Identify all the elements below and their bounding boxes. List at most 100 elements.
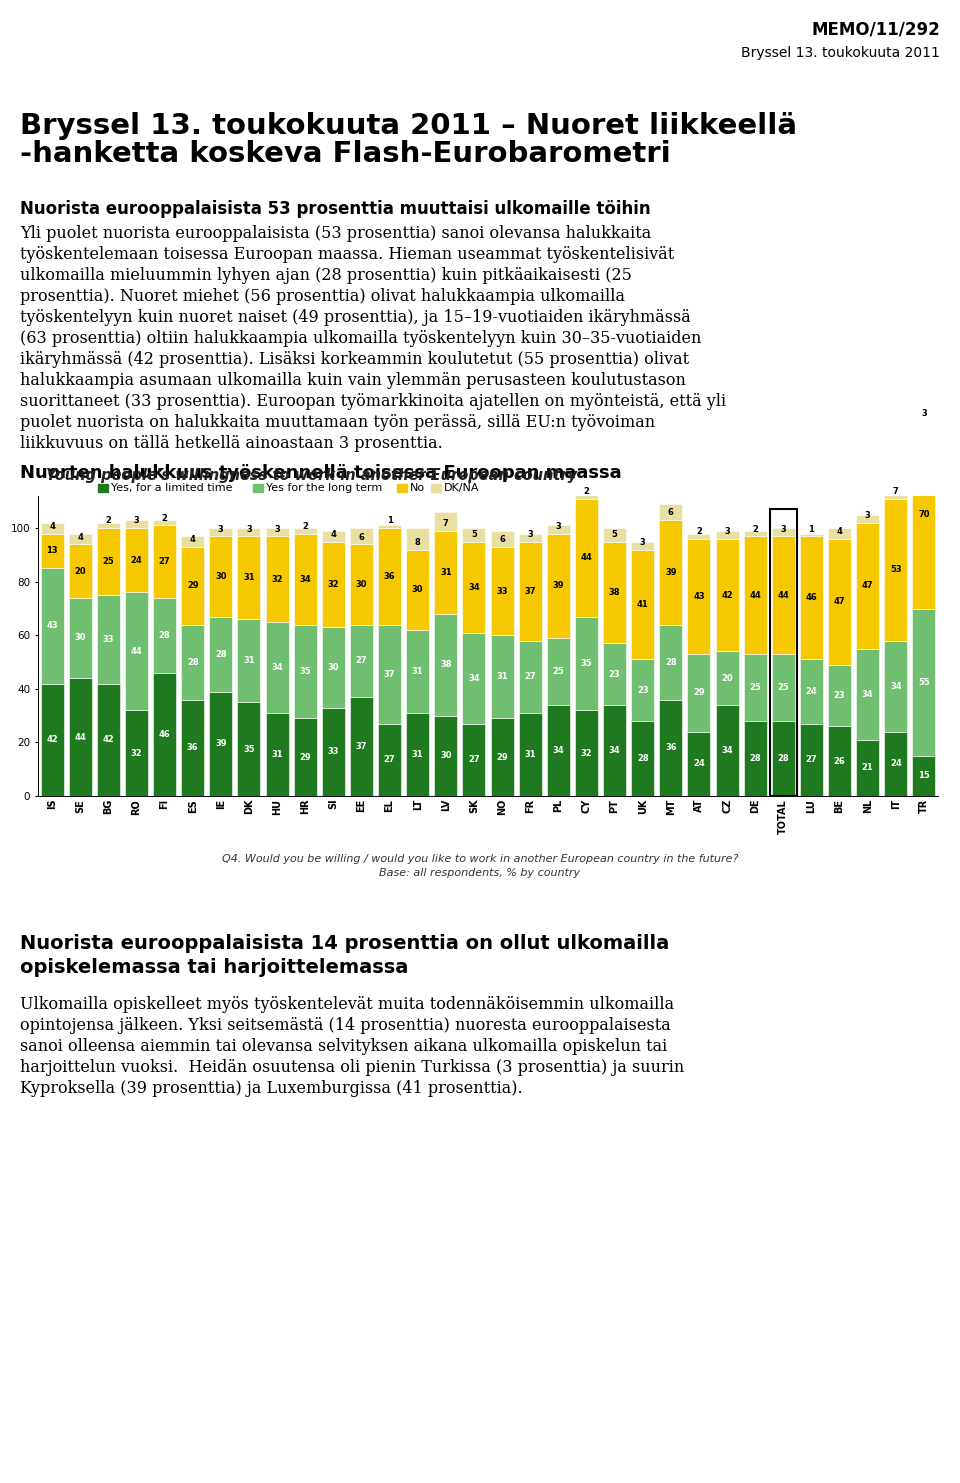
Bar xyxy=(491,718,514,796)
Text: 25: 25 xyxy=(750,684,761,693)
Text: 35: 35 xyxy=(581,658,592,667)
Text: 3: 3 xyxy=(275,525,280,534)
Text: 34: 34 xyxy=(468,583,480,592)
Text: sanoi olleensa aiemmin tai olevansa selvityksen aikana ulkomailla opiskelun tai: sanoi olleensa aiemmin tai olevansa selv… xyxy=(20,1038,667,1054)
Text: 39: 39 xyxy=(665,568,677,577)
Text: 24: 24 xyxy=(805,687,817,696)
Bar xyxy=(631,721,654,796)
Bar xyxy=(547,704,570,796)
Text: 28: 28 xyxy=(665,657,677,666)
Text: 29: 29 xyxy=(187,581,199,590)
Bar xyxy=(715,531,738,538)
Text: 30: 30 xyxy=(327,663,339,672)
Text: 44: 44 xyxy=(750,590,761,599)
Text: 30: 30 xyxy=(215,572,227,581)
Bar xyxy=(828,538,852,664)
Text: 44: 44 xyxy=(74,733,86,742)
Text: 3: 3 xyxy=(921,409,926,418)
Text: 35: 35 xyxy=(300,667,311,676)
Text: Ulkomailla opiskelleet myös työskentelevät muita todennäköisemmin ulkomailla: Ulkomailla opiskelleet myös työskentelev… xyxy=(20,997,674,1013)
Text: 44: 44 xyxy=(131,647,142,655)
Text: 3: 3 xyxy=(639,538,645,547)
Bar xyxy=(294,718,317,796)
Text: 55: 55 xyxy=(918,678,930,687)
Bar xyxy=(518,641,541,713)
Bar xyxy=(631,541,654,550)
Bar xyxy=(253,483,263,492)
Bar xyxy=(397,483,407,492)
Bar xyxy=(349,528,373,544)
Text: Bryssel 13. toukokuuta 2011: Bryssel 13. toukokuuta 2011 xyxy=(741,46,940,59)
Bar xyxy=(603,528,626,541)
Bar xyxy=(687,654,710,731)
Text: 34: 34 xyxy=(862,690,874,698)
Text: 39: 39 xyxy=(553,581,564,590)
Bar xyxy=(97,684,120,796)
Bar xyxy=(715,538,738,651)
Bar xyxy=(744,531,767,537)
Text: 33: 33 xyxy=(496,587,508,596)
Text: 27: 27 xyxy=(384,755,396,764)
Bar xyxy=(69,534,92,544)
Text: 28: 28 xyxy=(750,753,761,762)
Text: 28: 28 xyxy=(158,630,170,639)
Text: suorittaneet (33 prosenttia). Euroopan työmarkkinoita ajatellen on myönteistä, e: suorittaneet (33 prosenttia). Euroopan t… xyxy=(20,393,726,409)
Text: Kyproksella (39 prosenttia) ja Luxemburgissa (41 prosenttia).: Kyproksella (39 prosenttia) ja Luxemburg… xyxy=(20,1080,522,1097)
Text: 6: 6 xyxy=(499,535,505,544)
Text: liikkuvuus on tällä hetkellä ainoastaan 3 prosenttia.: liikkuvuus on tällä hetkellä ainoastaan … xyxy=(20,435,443,452)
Bar xyxy=(40,684,63,796)
Bar xyxy=(518,713,541,796)
Text: 27: 27 xyxy=(468,755,480,764)
Text: 6: 6 xyxy=(358,532,365,541)
Bar xyxy=(181,547,204,624)
Text: 1: 1 xyxy=(387,516,393,525)
Text: 27: 27 xyxy=(524,672,536,681)
Bar xyxy=(209,691,232,796)
Bar xyxy=(97,528,120,595)
Bar xyxy=(912,412,935,421)
Bar xyxy=(491,531,514,547)
Bar xyxy=(237,703,260,796)
Text: 47: 47 xyxy=(862,581,874,590)
Bar xyxy=(884,731,907,796)
Text: 28: 28 xyxy=(778,753,789,762)
Text: 6: 6 xyxy=(668,509,674,518)
Text: 31: 31 xyxy=(412,667,423,676)
Text: 3: 3 xyxy=(133,516,139,525)
Bar xyxy=(294,624,317,718)
Bar xyxy=(431,483,441,492)
Text: työskentelyyn kuin nuoret naiset (49 prosenttia), ja 15–19-vuotiaiden ikäryhmäss: työskentelyyn kuin nuoret naiset (49 pro… xyxy=(20,308,691,326)
Text: 15: 15 xyxy=(918,771,930,780)
Text: 29: 29 xyxy=(300,753,311,762)
Bar xyxy=(687,538,710,654)
Text: 29: 29 xyxy=(693,688,705,697)
Bar xyxy=(406,528,429,550)
Text: 36: 36 xyxy=(665,743,677,752)
Bar xyxy=(800,660,823,724)
Bar xyxy=(744,537,767,654)
Text: (63 prosenttia) oltiin halukkaampia ulkomailla työskentelyyn kuin 30–35-vuotiaid: (63 prosenttia) oltiin halukkaampia ulko… xyxy=(20,331,702,347)
Text: 25: 25 xyxy=(103,558,114,567)
Text: 44: 44 xyxy=(778,590,789,599)
Text: 33: 33 xyxy=(327,747,339,756)
Text: 43: 43 xyxy=(46,621,58,630)
Bar xyxy=(547,638,570,704)
Text: 70: 70 xyxy=(918,510,929,519)
Bar xyxy=(715,651,738,704)
Text: 31: 31 xyxy=(440,568,451,577)
Bar xyxy=(518,541,541,641)
Text: 3: 3 xyxy=(527,529,533,538)
Bar xyxy=(491,635,514,718)
Bar xyxy=(378,724,401,796)
Text: 29: 29 xyxy=(496,753,508,762)
Bar xyxy=(828,664,852,727)
Text: Yli puolet nuorista eurooppalaisista (53 prosenttia) sanoi olevansa halukkaita: Yli puolet nuorista eurooppalaisista (53… xyxy=(20,225,651,242)
Bar xyxy=(181,700,204,796)
Bar xyxy=(434,512,457,531)
Bar xyxy=(547,525,570,534)
Text: 2: 2 xyxy=(753,525,758,534)
Text: 24: 24 xyxy=(131,556,142,565)
Text: 42: 42 xyxy=(46,736,58,744)
Bar xyxy=(772,654,795,721)
Text: No: No xyxy=(410,483,425,492)
